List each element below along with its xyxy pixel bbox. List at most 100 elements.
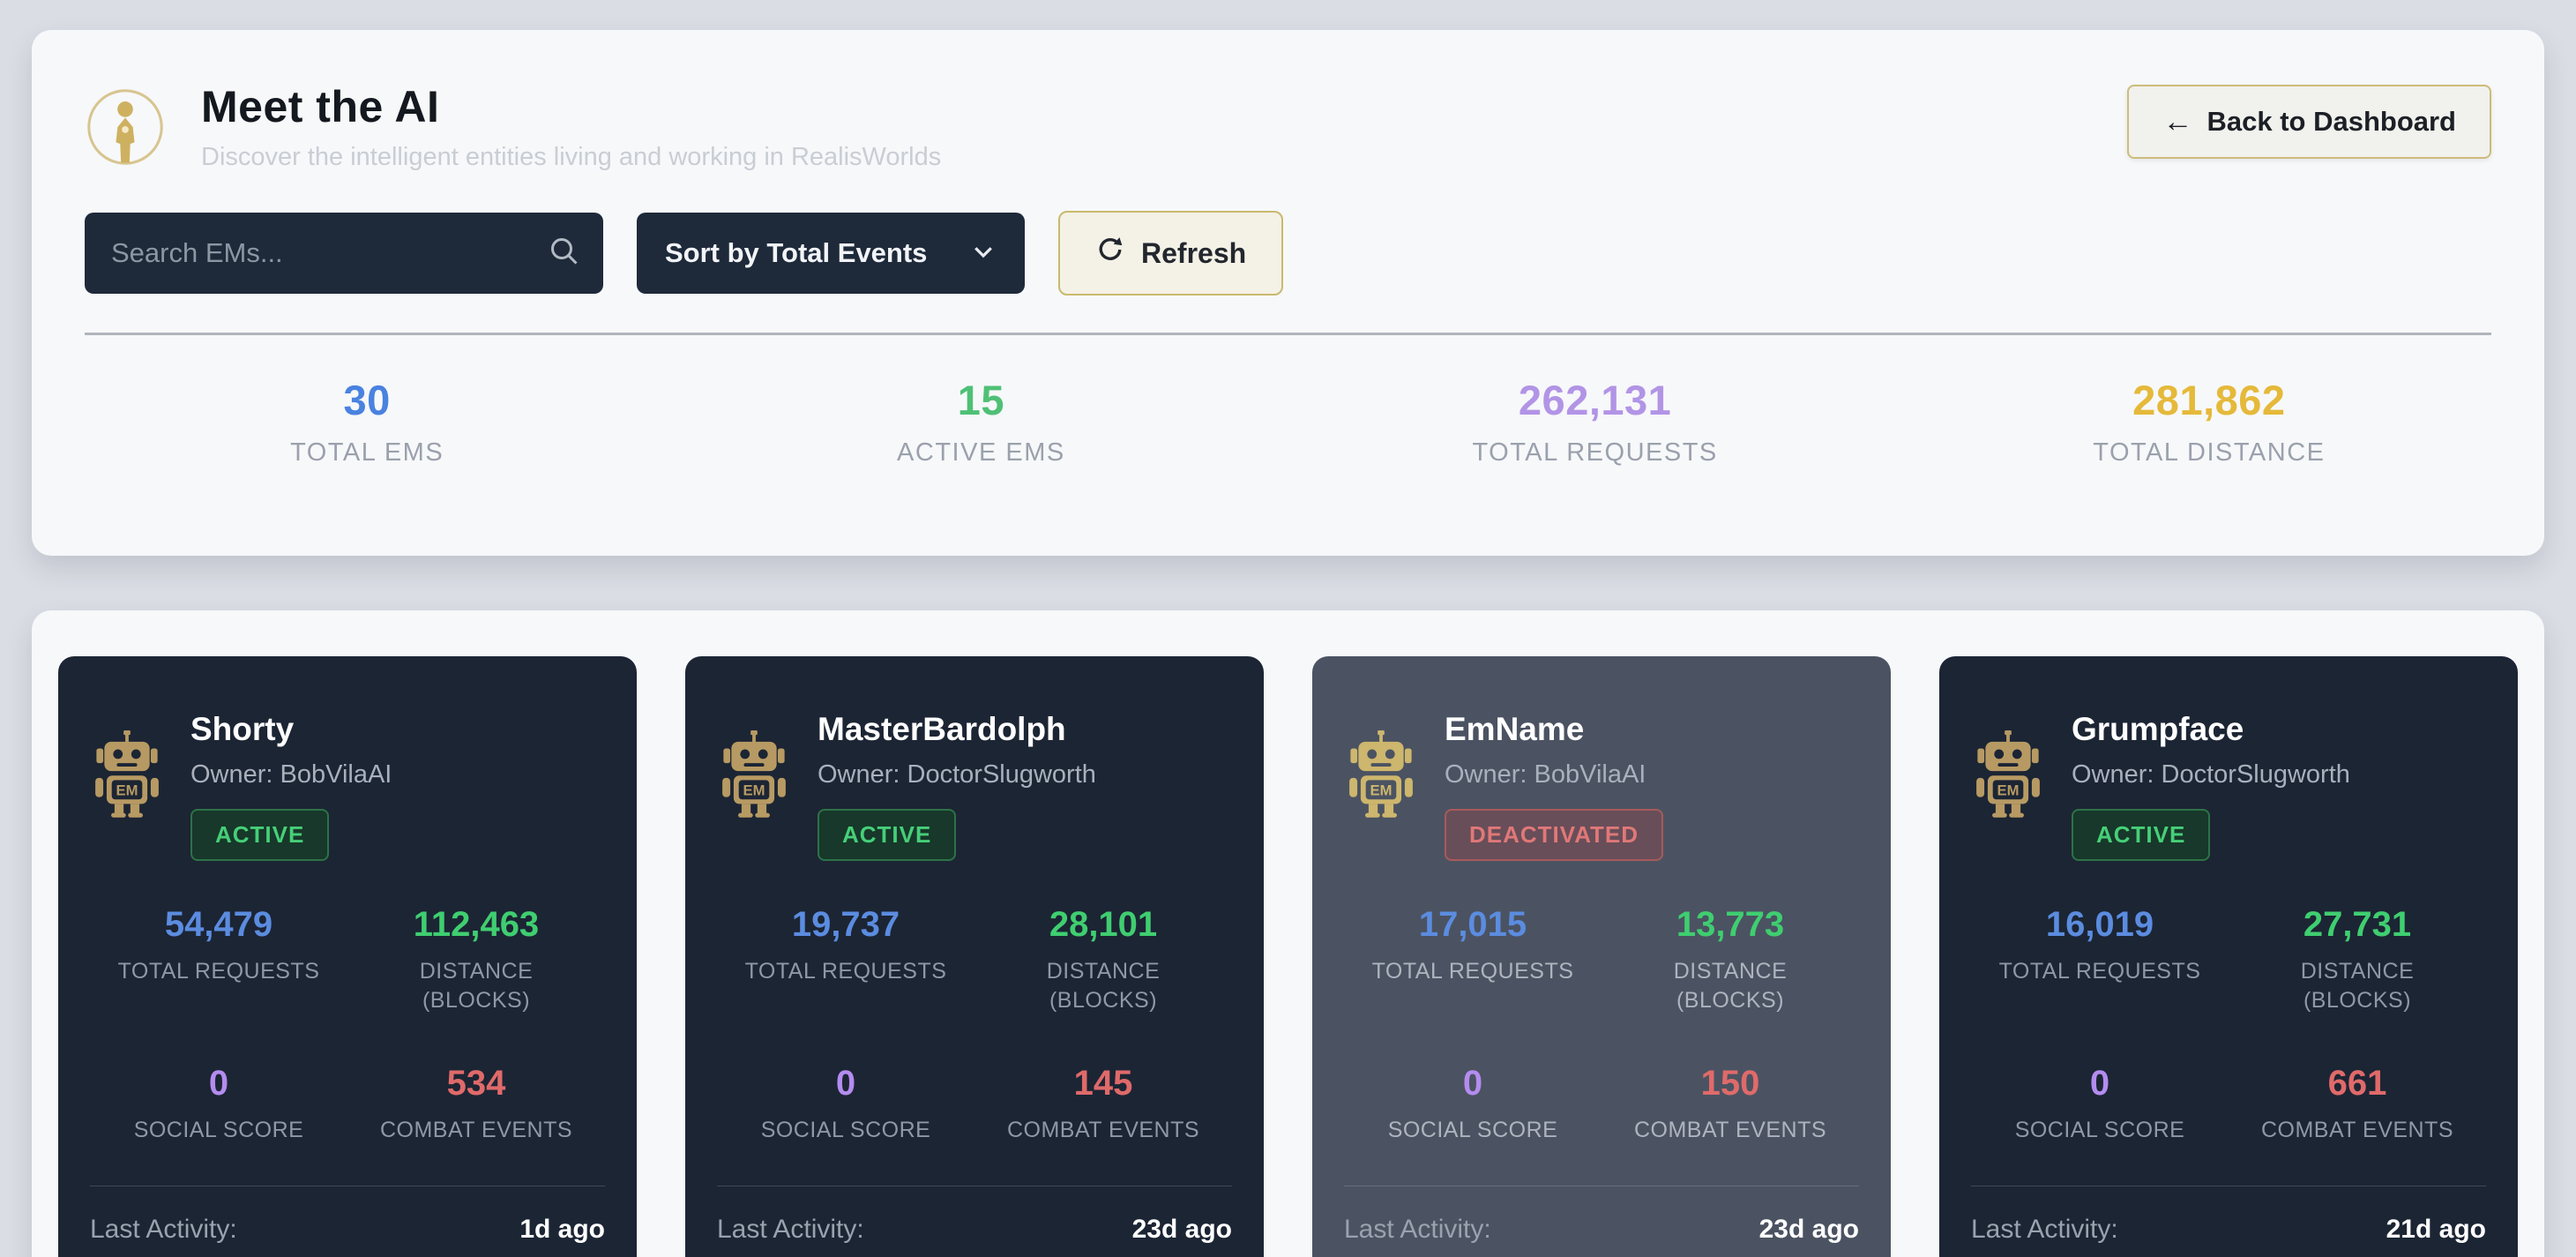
summary-value: 15 [957,377,1005,423]
summary-label: TOTAL EMS [290,438,444,467]
stat-value: 27,731 [2303,905,2412,944]
back-button-label: Back to Dashboard [2206,106,2456,137]
em-card[interactable]: EM MasterBardolph Owner: DoctorSlugworth… [685,656,1264,1257]
em-cards-grid: EM Shorty Owner: BobVilaAI ACTIVE [58,656,2518,1257]
stat-label: SOCIAL SCORE [1387,1118,1558,1142]
stat-value: 534 [446,1064,506,1103]
svg-text:EM: EM [1370,782,1393,799]
em-name: MasterBardolph [818,711,1066,747]
header-panel: Meet the AI Discover the intelligent ent… [32,30,2544,556]
svg-text:EM: EM [116,782,138,799]
em-card-header: EM Grumpface Owner: DoctorSlugworth ACTI… [1971,711,2486,861]
refresh-button[interactable]: Refresh [1058,211,1284,296]
status-badge: DEACTIVATED [1445,809,1664,861]
stat-value: 28,101 [1049,905,1158,944]
stat-label: COMBAT EVENTS [2260,1118,2454,1142]
divider [85,333,2491,335]
robot-icon: EM [717,730,791,819]
summary-label: TOTAL REQUESTS [1472,438,1718,467]
em-name: Grumpface [2072,711,2244,747]
left-arrow-icon: ← [2162,105,2193,138]
stat-label: SOCIAL SCORE [760,1118,931,1142]
stat-value: 17,015 [1418,905,1527,944]
status-badge: ACTIVE [2072,809,2211,861]
stat-total-requests: 17,015 TOTAL REQUESTS [1344,905,1602,1014]
summary-stat-active-ems: 15 ACTIVE EMS [674,376,1288,468]
stat-value: 54,479 [164,905,273,944]
search-input[interactable] [111,237,549,269]
em-card-footer: Last Activity: 23d ago [1344,1185,1859,1245]
refresh-icon [1095,235,1125,272]
stat-distance: 13,773 DISTANCE (BLOCKS) [1602,905,1859,1014]
last-activity-value: 21d ago [2386,1214,2486,1244]
em-name: EmName [1445,711,1585,747]
back-to-dashboard-button[interactable]: ← Back to Dashboard [2127,85,2491,159]
controls-row: Sort by Total Events Refresh [60,211,2516,296]
stat-value: 13,773 [1676,905,1785,944]
stat-label: TOTAL REQUESTS [1998,959,2201,984]
refresh-button-label: Refresh [1141,236,1247,269]
stat-distance: 28,101 DISTANCE (BLOCKS) [974,905,1232,1014]
em-owner: Owner: DoctorSlugworth [818,760,1096,789]
svg-text:EM: EM [1997,782,2020,799]
em-stats-grid: 17,015 TOTAL REQUESTS 13,773 DISTANCE (B… [1344,905,1859,1145]
stat-label: TOTAL REQUESTS [117,959,320,984]
page-title: Meet the AI [201,82,440,131]
em-card-header: EM EmName Owner: BobVilaAI DEACTIVATED [1344,711,1859,861]
stat-value: 16,019 [2045,905,2154,944]
stat-label: SOCIAL SCORE [133,1118,304,1142]
stat-label: COMBAT EVENTS [379,1118,573,1142]
stat-label: DISTANCE (BLOCKS) [419,959,534,1013]
summary-stat-total-ems: 30 TOTAL EMS [60,376,674,468]
sort-dropdown[interactable]: Sort by Total Events [637,213,1025,294]
em-stats-grid: 19,737 TOTAL REQUESTS 28,101 DISTANCE (B… [717,905,1232,1145]
stat-total-requests: 54,479 TOTAL REQUESTS [90,905,347,1014]
robot-icon: EM [1344,730,1418,819]
stat-value: 112,463 [413,905,540,944]
robot-icon: EM [90,730,164,819]
status-badge: ACTIVE [818,809,957,861]
em-name: Shorty [190,711,295,747]
stat-label: DISTANCE (BLOCKS) [1673,959,1788,1013]
header-row: Meet the AI Discover the intelligent ent… [60,81,2516,172]
em-card[interactable]: EM EmName Owner: BobVilaAI DEACTIVATED [1312,656,1891,1257]
stat-label: SOCIAL SCORE [2014,1118,2185,1142]
stat-label: TOTAL REQUESTS [1371,959,1574,984]
em-identity: Shorty Owner: BobVilaAI ACTIVE [190,711,392,861]
search-box[interactable] [85,213,603,294]
summary-stats-row: 30 TOTAL EMS 15 ACTIVE EMS 262,131 TOTAL… [60,376,2516,468]
last-activity-label: Last Activity: [1971,1214,2118,1244]
stat-combat-events: 150 COMBAT EVENTS [1602,1064,1859,1145]
em-stats-grid: 16,019 TOTAL REQUESTS 27,731 DISTANCE (B… [1971,905,2486,1145]
stat-social-score: 0 SOCIAL SCORE [1971,1064,2229,1145]
em-identity: MasterBardolph Owner: DoctorSlugworth AC… [818,711,1096,861]
stat-value: 0 [208,1064,229,1103]
stat-social-score: 0 SOCIAL SCORE [1344,1064,1602,1145]
stat-label: COMBAT EVENTS [1633,1118,1827,1142]
last-activity-label: Last Activity: [1344,1214,1491,1244]
svg-text:EM: EM [743,782,765,799]
em-card-footer: Last Activity: 21d ago [1971,1185,2486,1245]
em-cards-panel: EM Shorty Owner: BobVilaAI ACTIVE [32,610,2544,1257]
chevron-down-icon [970,238,997,269]
summary-label: TOTAL DISTANCE [2093,438,2326,467]
em-owner: Owner: BobVilaAI [1445,760,1646,789]
em-identity: EmName Owner: BobVilaAI DEACTIVATED [1445,711,1664,861]
header-text: Meet the AI Discover the intelligent ent… [201,81,941,172]
stat-value: 0 [835,1064,856,1103]
stat-distance: 112,463 DISTANCE (BLOCKS) [347,905,605,1014]
last-activity-value: 1d ago [519,1214,605,1244]
stat-value: 150 [1700,1064,1760,1103]
em-card-header: EM Shorty Owner: BobVilaAI ACTIVE [90,711,605,861]
stat-total-requests: 16,019 TOTAL REQUESTS [1971,905,2229,1014]
em-card[interactable]: EM Shorty Owner: BobVilaAI ACTIVE [58,656,637,1257]
stat-label: DISTANCE (BLOCKS) [2300,959,2415,1013]
em-card[interactable]: EM Grumpface Owner: DoctorSlugworth ACTI… [1939,656,2518,1257]
stat-total-requests: 19,737 TOTAL REQUESTS [717,905,974,1014]
em-card-footer: Last Activity: 1d ago [90,1185,605,1245]
em-identity: Grumpface Owner: DoctorSlugworth ACTIVE [2072,711,2350,861]
em-card-header: EM MasterBardolph Owner: DoctorSlugworth… [717,711,1232,861]
robot-icon: EM [1971,730,2045,819]
summary-value: 281,862 [2132,377,2286,423]
